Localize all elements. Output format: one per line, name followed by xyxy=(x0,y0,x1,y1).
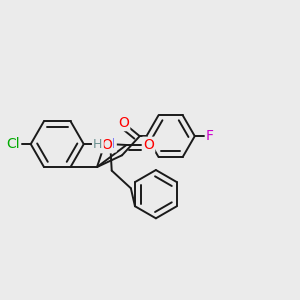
Text: O: O xyxy=(101,138,112,152)
Text: H: H xyxy=(93,139,103,152)
Text: N: N xyxy=(105,137,116,151)
Text: F: F xyxy=(206,129,214,143)
Text: Cl: Cl xyxy=(6,137,20,151)
Text: O: O xyxy=(143,138,154,152)
Text: O: O xyxy=(118,116,129,130)
